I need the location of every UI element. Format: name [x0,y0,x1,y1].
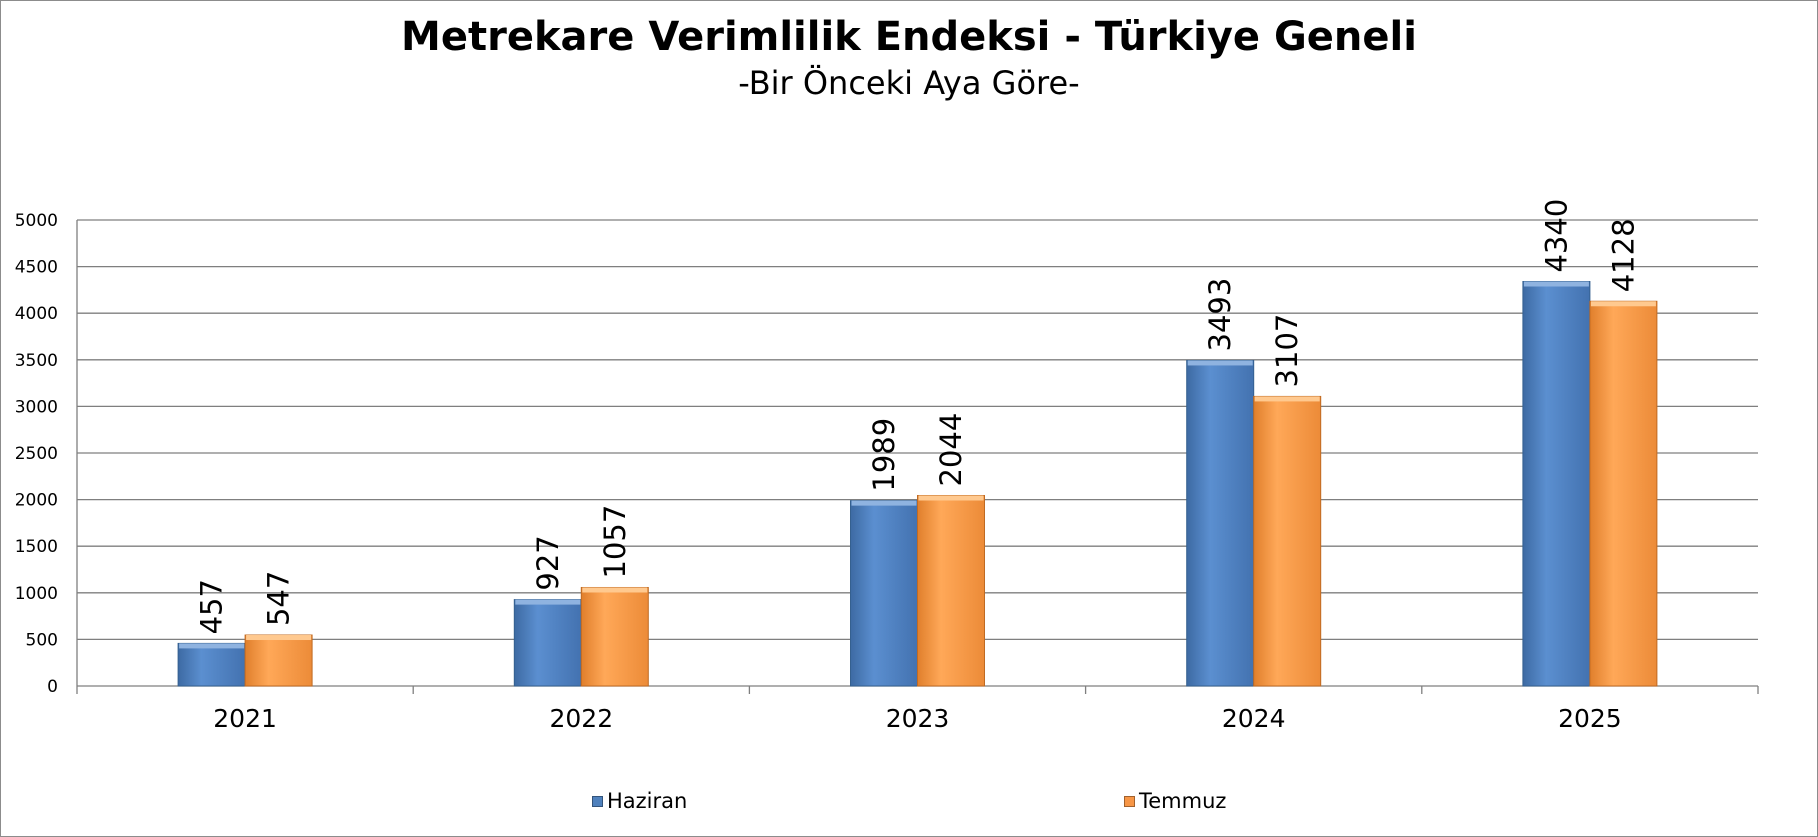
data-label: 927 [531,535,565,590]
data-label: 1057 [598,505,632,579]
bar-top-highlight [1523,281,1589,287]
data-label: 2044 [934,413,968,487]
chart-title: Metrekare Verimlilik Endeksi - Türkiye G… [401,14,1417,60]
bar-haziran [1522,281,1591,687]
y-tick-label: 1500 [15,537,58,557]
bar-haziran [513,599,582,687]
y-tick-label: 1000 [15,584,58,604]
y-tick-label: 0 [47,677,58,697]
data-label: 1989 [867,418,901,492]
legend: Haziran Temmuz [0,789,1818,815]
legend-label-haziran: Haziran [607,789,688,813]
y-tick-label: 5000 [15,211,58,231]
bar-top-highlight [1187,360,1253,366]
bar-top-highlight [1254,396,1320,402]
bar-temmuz [244,634,313,687]
y-tick-label: 3000 [15,397,58,417]
bar-top-highlight [179,643,245,649]
data-label: 3493 [1203,278,1237,352]
bar-top-highlight [1590,301,1656,307]
y-tick-label: 4500 [15,258,58,278]
y-tick-label: 2000 [15,491,58,511]
bar-top-highlight [918,495,984,501]
y-tick-label: 2500 [15,444,58,464]
chart-subtitle: -Bir Önceki Aya Göre- [738,64,1080,102]
bar-haziran [850,500,918,687]
legend-item-haziran: Haziran [592,789,687,813]
bar-top-highlight [515,599,581,605]
y-tick-label: 4000 [15,304,58,324]
bar-top-highlight [582,587,648,593]
bar-top-highlight [851,500,917,506]
legend-item-temmuz: Temmuz [1124,789,1226,813]
legend-label-temmuz: Temmuz [1139,789,1227,813]
x-tick-label: 2024 [1222,704,1286,733]
bar-haziran [177,642,246,687]
legend-swatch-haziran [592,795,603,807]
bar-temmuz [1589,300,1658,687]
y-tick-label: 500 [26,630,58,650]
bar-temmuz [1253,395,1322,687]
y-tick-label: 3500 [15,351,58,371]
data-label: 3107 [1270,314,1304,388]
bar-temmuz [917,494,985,687]
bar-temmuz [580,586,649,687]
data-label: 4340 [1539,199,1573,273]
data-label: 457 [195,579,229,634]
bar-top-highlight [246,635,312,641]
x-tick-label: 2023 [886,704,950,733]
data-label: 547 [262,571,296,626]
bar-haziran [1186,359,1255,687]
data-label: 4128 [1606,218,1640,292]
x-tick-label: 2021 [213,704,277,733]
legend-swatch-temmuz [1124,795,1135,807]
x-tick-label: 2022 [549,704,613,733]
x-tick-label: 2025 [1558,704,1622,733]
